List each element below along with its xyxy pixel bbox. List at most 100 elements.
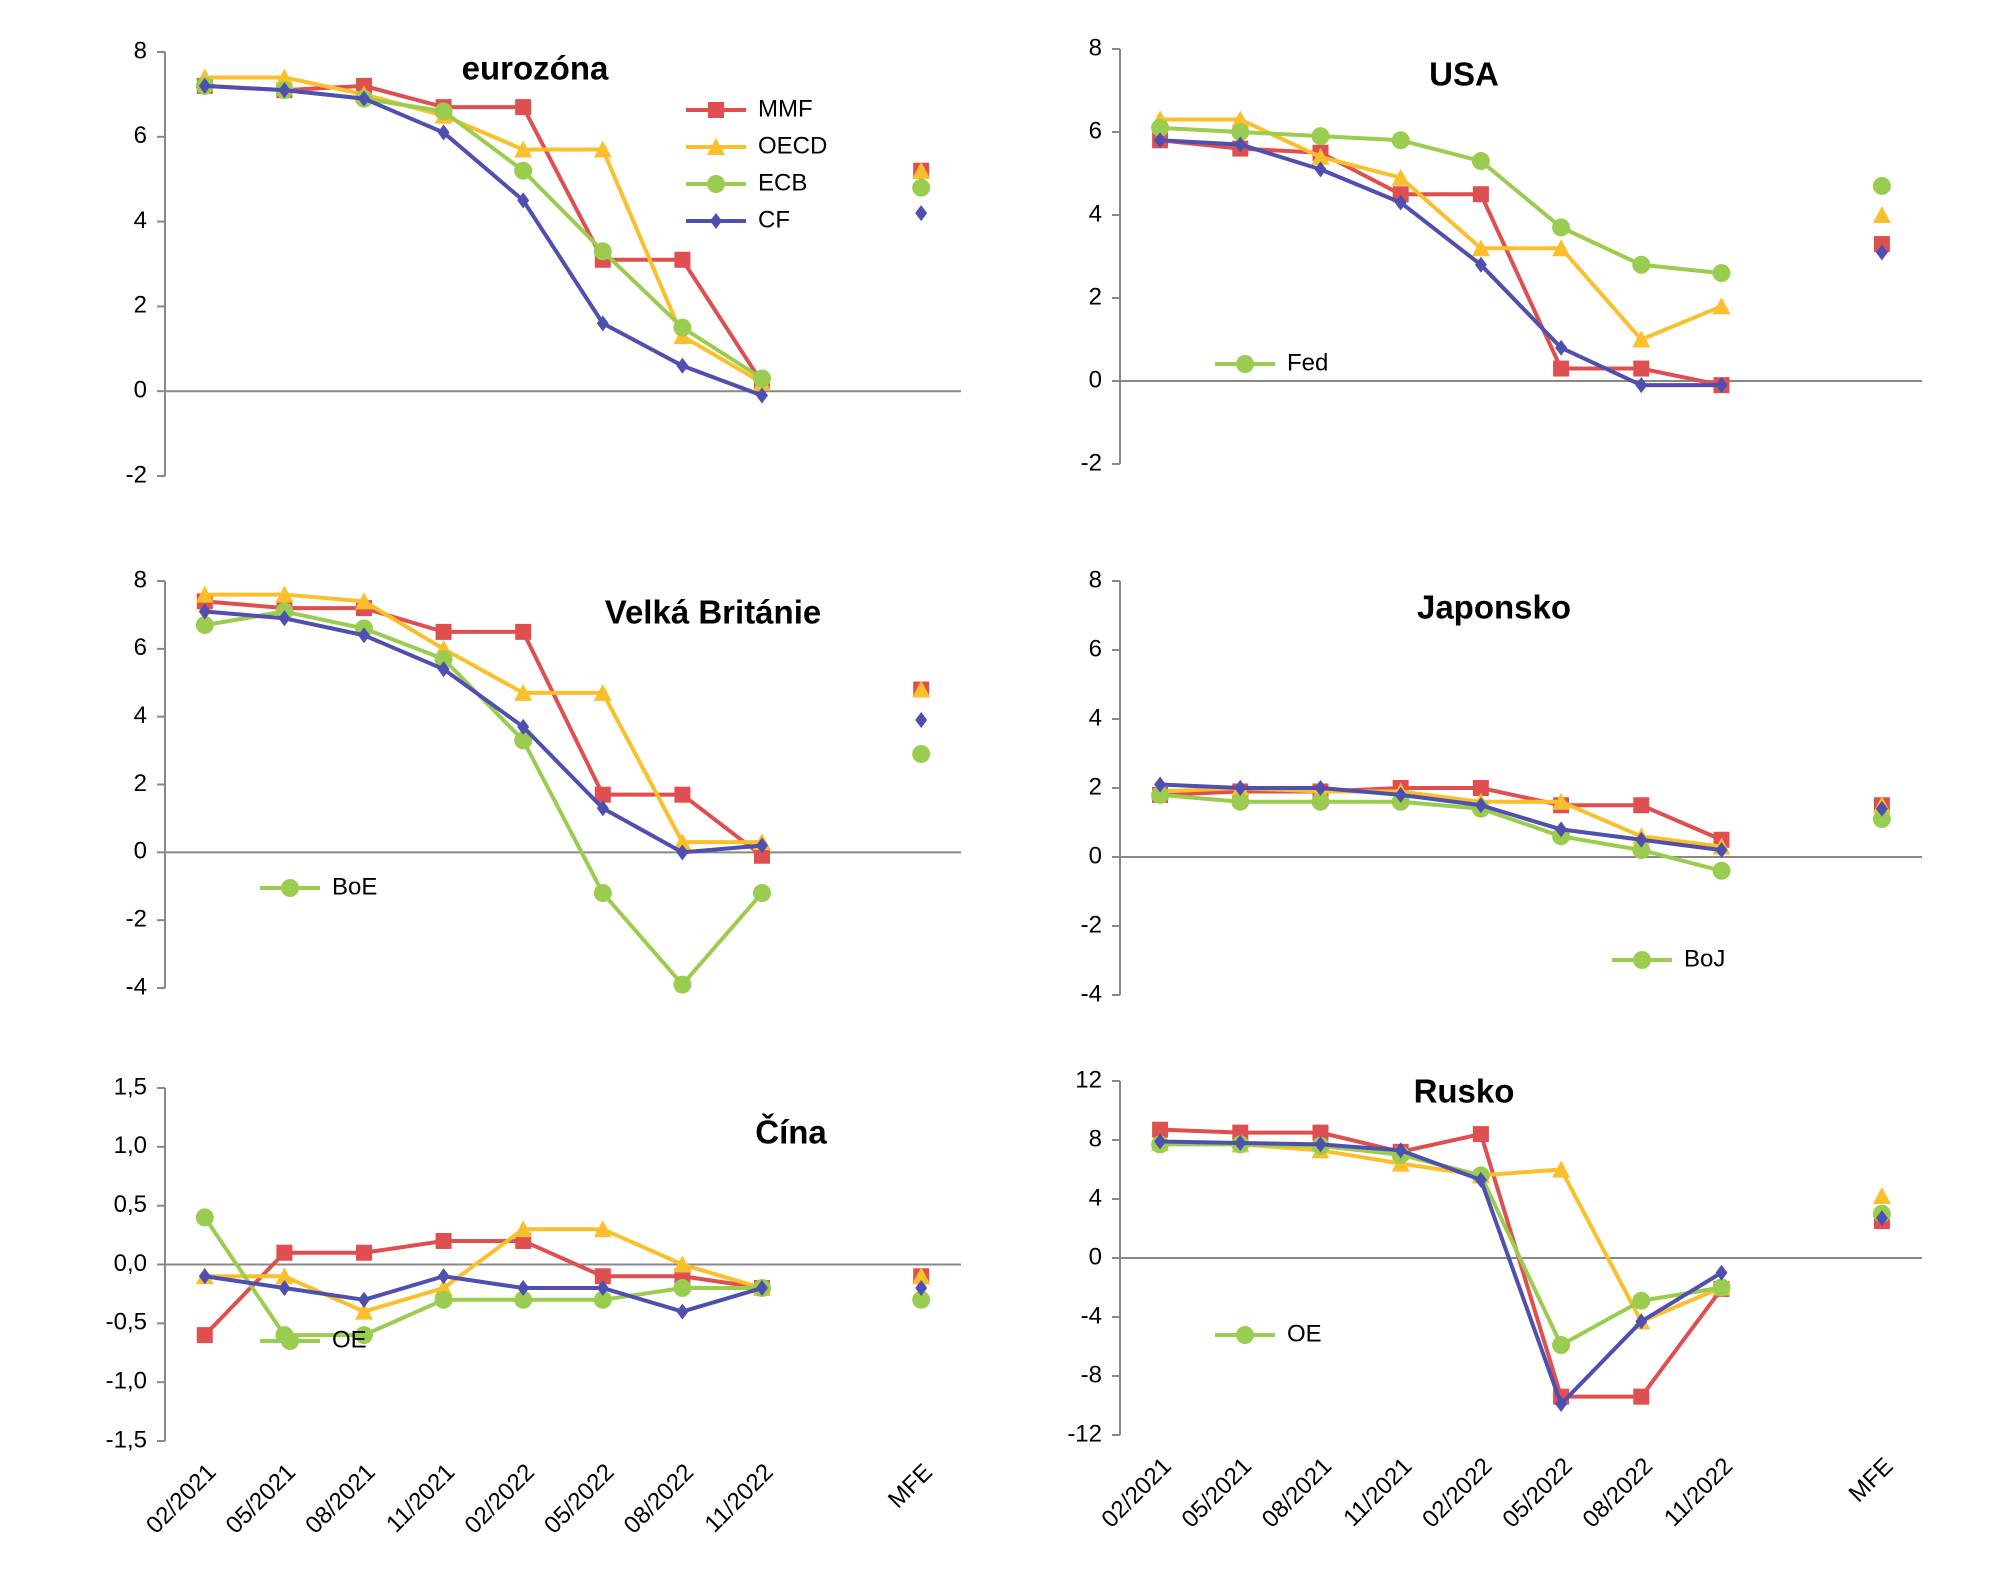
data-point <box>356 1244 372 1261</box>
data-point <box>1394 1142 1407 1159</box>
data-point <box>756 387 768 404</box>
data-point <box>1552 239 1571 257</box>
data-point <box>196 1327 213 1344</box>
data-point <box>674 251 691 268</box>
data-point <box>1552 218 1571 237</box>
series-line <box>205 86 921 379</box>
data-point <box>1231 123 1250 141</box>
data-point <box>275 585 294 603</box>
data-point <box>198 603 211 620</box>
data-point <box>915 712 928 729</box>
data-point <box>754 847 770 864</box>
data-point <box>673 1279 692 1298</box>
data-point <box>1311 792 1330 811</box>
data-point <box>1314 780 1327 796</box>
data-point <box>1632 255 1651 274</box>
data-point <box>1555 1396 1568 1413</box>
data-point <box>1712 297 1731 315</box>
data-point <box>756 1280 768 1297</box>
chart-title: Rusko <box>1414 1073 1515 1110</box>
data-point <box>514 140 533 158</box>
y-tick-label: 0,0 <box>114 1250 147 1277</box>
legend-label: OE <box>332 1326 367 1353</box>
data-point <box>1312 1124 1329 1141</box>
y-tick-label: 8 <box>134 37 147 64</box>
x-tick-label: MFE <box>1844 1453 1899 1508</box>
legend-marker <box>708 102 724 118</box>
y-tick-label: -1,0 <box>106 1368 147 1395</box>
x-tick-label: 11/2021 <box>381 1459 460 1538</box>
data-point <box>593 683 612 701</box>
x-tick-label: 08/2021 <box>300 1459 380 1539</box>
chart-title: Čína <box>755 1113 827 1151</box>
data-point <box>1875 1210 1888 1227</box>
data-point <box>514 1220 533 1238</box>
data-point <box>358 627 370 644</box>
chart-title: Japonsko <box>1417 589 1571 626</box>
data-point <box>676 1303 689 1320</box>
data-point <box>276 1244 293 1261</box>
series-line <box>205 1276 921 1311</box>
data-point <box>1632 1291 1651 1310</box>
chart-title: eurozóna <box>462 50 609 87</box>
data-point <box>912 744 931 763</box>
data-point <box>275 68 294 86</box>
data-point <box>1152 1121 1169 1138</box>
data-point <box>1872 810 1891 829</box>
data-point <box>1712 1278 1731 1297</box>
x-tick-label: 11/2022 <box>700 1459 779 1538</box>
legend-marker <box>281 1332 299 1350</box>
legend-marker <box>1236 1326 1254 1344</box>
data-point <box>275 1267 294 1285</box>
data-point <box>1391 168 1410 186</box>
data-point <box>1552 1336 1571 1355</box>
data-point <box>1633 797 1650 814</box>
data-point <box>1231 792 1250 811</box>
y-tick-label: -4 <box>126 973 147 1000</box>
data-point <box>1872 206 1891 223</box>
data-point <box>198 77 211 94</box>
data-point <box>596 800 609 817</box>
y-tick-label: 0 <box>1089 1243 1102 1270</box>
data-point <box>1872 176 1891 195</box>
data-point <box>1311 127 1330 146</box>
data-point <box>1875 800 1888 817</box>
y-tick-label: -2 <box>1081 911 1102 938</box>
y-tick-label: -4 <box>1081 1302 1102 1329</box>
data-point <box>195 1208 214 1227</box>
data-point <box>278 610 291 627</box>
data-point <box>1394 786 1407 803</box>
series-line <box>1160 785 1882 851</box>
series-line <box>1160 140 1882 385</box>
data-point <box>358 1291 370 1308</box>
data-point <box>594 1268 611 1285</box>
data-point <box>593 242 612 261</box>
data-point <box>437 124 450 141</box>
data-point <box>1472 780 1489 796</box>
data-point <box>278 1280 291 1297</box>
data-point <box>676 357 689 374</box>
data-point <box>434 1279 453 1297</box>
data-point <box>1154 776 1167 793</box>
y-tick-label: 2 <box>134 770 147 797</box>
data-point <box>596 1280 609 1297</box>
y-tick-label: 6 <box>134 634 147 661</box>
data-point <box>676 844 689 861</box>
x-tick-label: 05/2021 <box>221 1459 301 1539</box>
legend-label: ECB <box>758 169 807 196</box>
data-point <box>437 1268 450 1285</box>
y-tick-label: 1,5 <box>114 1073 147 1100</box>
data-point <box>1391 131 1410 150</box>
x-tick-label: 02/2022 <box>1417 1453 1497 1533</box>
y-tick-label: 8 <box>1089 566 1102 593</box>
y-tick-label: -8 <box>1081 1361 1102 1388</box>
data-point <box>753 369 771 388</box>
data-point <box>1151 118 1170 137</box>
y-tick-label: 2 <box>1089 773 1102 800</box>
legend-label: OE <box>1287 1320 1322 1347</box>
data-point <box>517 1280 530 1297</box>
x-tick-label: 11/2022 <box>1659 1453 1738 1532</box>
data-point <box>437 661 450 678</box>
data-point <box>195 585 214 603</box>
data-point <box>1234 1134 1247 1151</box>
